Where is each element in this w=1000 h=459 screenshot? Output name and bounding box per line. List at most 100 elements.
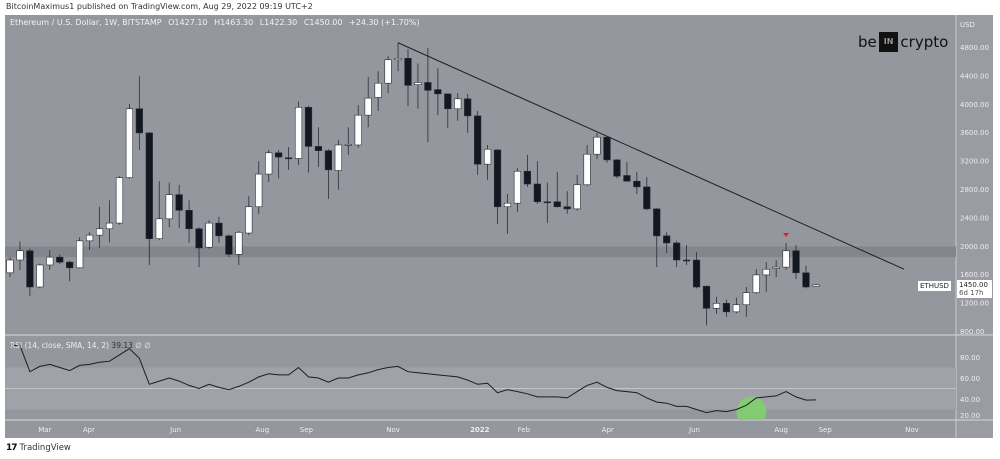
price-tick-label: 4000.00 bbox=[960, 101, 989, 109]
candle bbox=[533, 161, 541, 204]
symbol-title: Ethereum / U.S. Dollar, 1W, BITSTAMP bbox=[10, 18, 162, 27]
candle bbox=[424, 47, 432, 143]
candle bbox=[712, 296, 721, 314]
price-axis bbox=[956, 15, 993, 438]
candle bbox=[623, 162, 631, 182]
candle-body bbox=[95, 228, 104, 236]
candle-body bbox=[643, 186, 651, 210]
price-change: +24.30 (+1.70%) bbox=[349, 18, 420, 27]
candle-body bbox=[593, 136, 601, 155]
candle bbox=[26, 248, 34, 297]
candle bbox=[36, 263, 44, 289]
candle bbox=[95, 206, 104, 248]
price-tick-label: 3600.00 bbox=[960, 129, 989, 137]
time-tick-label: Apr bbox=[602, 426, 614, 434]
candle bbox=[483, 144, 492, 180]
ohlc-open: O1427.10 bbox=[168, 18, 208, 27]
candle-body bbox=[165, 194, 173, 220]
candle-body bbox=[374, 82, 382, 98]
candle-body bbox=[195, 228, 203, 249]
candle bbox=[513, 167, 522, 212]
candle-body bbox=[16, 250, 24, 261]
logo-text-be: be bbox=[858, 33, 877, 51]
price-tick-label: 2400.00 bbox=[960, 214, 989, 222]
candle-body bbox=[772, 266, 780, 269]
rsi-tick-label: 40.00 bbox=[960, 396, 980, 404]
candle bbox=[56, 254, 64, 265]
logo-text-crypto: crypto bbox=[900, 33, 949, 51]
candle-body bbox=[86, 234, 94, 242]
candle bbox=[76, 237, 84, 269]
candle bbox=[762, 262, 770, 292]
candle bbox=[782, 242, 790, 270]
beincrypto-logo: be IN crypto bbox=[858, 32, 948, 52]
price-tick-label: 1200.00 bbox=[960, 300, 989, 308]
candle bbox=[235, 230, 243, 265]
rsi-legend: RSI (14, close, SMA, 14, 2) 39.13 ∅ ∅ bbox=[10, 341, 151, 350]
candle-body bbox=[613, 159, 621, 177]
symbol-price-label: ETHUSD bbox=[918, 281, 951, 291]
candle bbox=[692, 252, 701, 289]
candle-body bbox=[314, 146, 323, 151]
candle-body bbox=[185, 210, 193, 230]
price-tick-label: 800.00 bbox=[960, 328, 985, 336]
rsi-extra-2: ∅ bbox=[144, 341, 151, 350]
tradingview-footer[interactable]: 17 TradingView bbox=[6, 443, 71, 453]
candle-body bbox=[115, 177, 124, 224]
candle-body bbox=[732, 304, 740, 313]
candle bbox=[643, 176, 651, 211]
candle bbox=[6, 257, 14, 278]
rsi-tick-label: 80.00 bbox=[960, 354, 980, 362]
candle bbox=[46, 250, 54, 270]
price-tick-label: 4800.00 bbox=[960, 44, 989, 52]
candle bbox=[474, 110, 482, 175]
time-tick-label: Feb bbox=[518, 426, 531, 434]
rsi-extra-1: ∅ bbox=[135, 341, 142, 350]
candle bbox=[493, 149, 502, 224]
ohlc-low: L1422.30 bbox=[259, 18, 298, 27]
candle bbox=[464, 93, 472, 133]
candle-body bbox=[543, 201, 551, 204]
rsi-value: 39.13 bbox=[111, 341, 133, 350]
candle-body bbox=[722, 303, 730, 313]
candle-body bbox=[702, 285, 711, 309]
candle bbox=[663, 232, 671, 253]
candle bbox=[16, 241, 24, 270]
candle-body bbox=[275, 152, 283, 158]
candle-body bbox=[205, 222, 213, 248]
candle bbox=[523, 154, 531, 187]
resistance-band bbox=[5, 246, 956, 258]
candle bbox=[792, 245, 800, 280]
candle bbox=[125, 103, 133, 180]
candle bbox=[66, 260, 74, 282]
rsi-line bbox=[10, 344, 816, 414]
candle-body bbox=[324, 150, 333, 171]
candle bbox=[583, 144, 591, 187]
candle bbox=[205, 220, 213, 249]
candle bbox=[364, 76, 372, 128]
candle-body bbox=[175, 194, 183, 211]
rsi-oversold-highlight bbox=[736, 396, 767, 420]
candle-body bbox=[364, 97, 372, 116]
candle bbox=[374, 71, 382, 111]
candle-body bbox=[66, 261, 74, 269]
time-tick-label: Jun bbox=[169, 426, 181, 434]
candle-body bbox=[523, 170, 531, 185]
logo-text-in: IN bbox=[878, 32, 899, 52]
candle bbox=[265, 149, 273, 182]
candle-body bbox=[673, 242, 681, 261]
rsi-tick-label: 20.00 bbox=[960, 412, 980, 420]
candle bbox=[563, 191, 571, 214]
candle bbox=[294, 101, 303, 165]
candle bbox=[702, 285, 711, 326]
candle-body bbox=[245, 206, 253, 234]
candle bbox=[752, 269, 760, 295]
candle bbox=[444, 93, 452, 128]
candle-body bbox=[404, 58, 412, 86]
candle-body bbox=[225, 235, 233, 255]
candle-body bbox=[155, 218, 163, 240]
candle-body bbox=[294, 107, 303, 159]
rsi-tick-label: 60.00 bbox=[960, 375, 980, 383]
candle-body bbox=[653, 208, 661, 237]
